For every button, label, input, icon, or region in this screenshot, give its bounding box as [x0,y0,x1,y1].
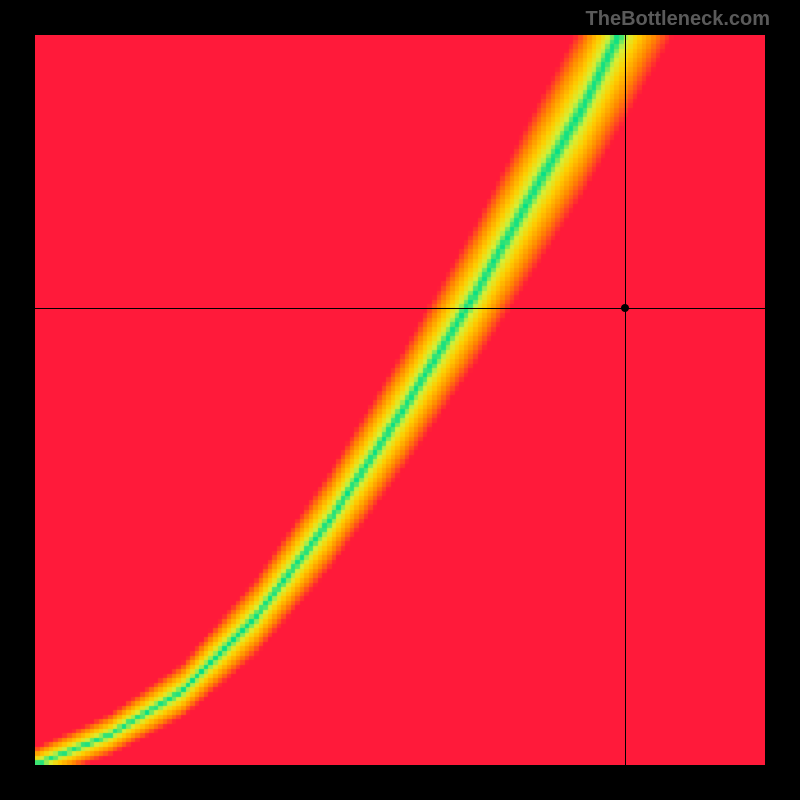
crosshair-horizontal [35,308,765,309]
crosshair-vertical [625,35,626,765]
watermark-text: TheBottleneck.com [586,8,770,31]
heatmap-plot [35,35,765,765]
crosshair-marker [621,304,629,312]
chart-frame: TheBottleneck.com [0,0,800,800]
heatmap-canvas [35,35,765,765]
